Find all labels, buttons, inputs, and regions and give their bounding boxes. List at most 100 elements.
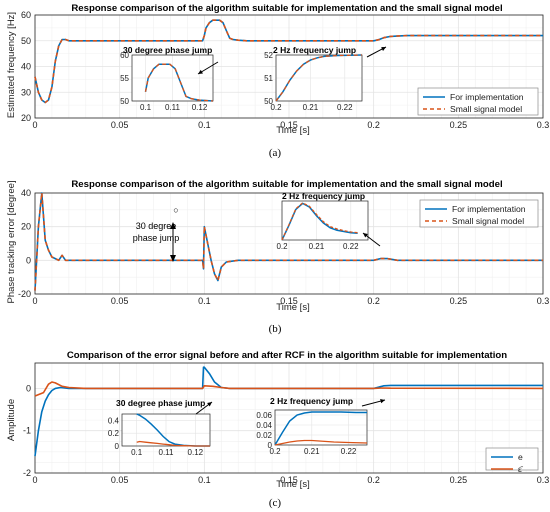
x-tick-label: 0.1 xyxy=(198,120,211,130)
x-tick-label: 0.2 xyxy=(367,120,380,130)
panel-b-ylabel: Phase tracking error [degree] xyxy=(6,180,17,303)
inset-y-tick-label: 55 xyxy=(120,74,129,83)
inset-x-tick-label: 0.11 xyxy=(165,103,181,112)
inset-x-tick-label: 0.2 xyxy=(269,447,281,456)
x-tick-label: 0.25 xyxy=(450,120,468,130)
panel-a-xlabel: Time [s] xyxy=(276,125,309,136)
panel-b-title: Response comparison of the algorithm sui… xyxy=(71,179,502,190)
annotation-frequency-jump: 2 Hz frequency jump xyxy=(273,45,356,55)
x-tick-label: 0.15 xyxy=(280,475,298,485)
caption-c: (c) xyxy=(269,497,282,509)
x-tick-label: 0 xyxy=(32,475,37,485)
inset-x-tick-label: 0.2 xyxy=(270,103,282,112)
inset-y-tick-label: 0 xyxy=(268,441,273,450)
inset-frame xyxy=(131,54,214,102)
double-arrow-bottom xyxy=(170,255,176,262)
x-tick-label: 0.25 xyxy=(450,475,468,485)
annotation-degree: 30 degree xyxy=(136,221,177,231)
inset-background xyxy=(282,201,368,240)
x-tick-label: 0.2 xyxy=(367,296,380,306)
inset-frame xyxy=(274,409,368,446)
y-tick-label: 50 xyxy=(21,36,31,46)
inset-series-blue xyxy=(274,411,367,446)
inset-y-tick-label: 51 xyxy=(264,74,273,83)
annotation-frequency-jump: 2 Hz frequency jump xyxy=(270,396,353,406)
annotation-phase-jump: 30 degree phase jump xyxy=(123,45,212,55)
x-tick-label: 0.15 xyxy=(280,120,298,130)
inset-frame xyxy=(121,413,211,447)
inset-series-orange xyxy=(136,440,210,447)
inset-x-tick-label: 0.1 xyxy=(140,103,152,112)
x-tick-label: 0 xyxy=(32,120,37,130)
legend-label-0: For implementation xyxy=(450,92,524,102)
inset-x-tick-label: 0.12 xyxy=(188,448,204,457)
caption-b: (b) xyxy=(269,323,282,335)
y-tick-label: 40 xyxy=(21,188,31,198)
y-tick-label: 20 xyxy=(21,222,31,232)
annotation-phase-jump: phase jump xyxy=(133,233,180,243)
x-tick-label: 0.3 xyxy=(537,296,550,306)
axes-frame xyxy=(34,362,544,474)
panel-c-title: Comparison of the error signal before an… xyxy=(67,350,507,361)
x-tick-label: 0.05 xyxy=(111,120,129,130)
arrow-frequency-jump-head xyxy=(363,233,368,238)
inset-y-tick-label: 0 xyxy=(115,442,120,451)
inset-y-tick-label: 50 xyxy=(120,97,129,106)
arrow-phase-jump-head xyxy=(207,402,212,407)
y-tick-label: 0 xyxy=(26,255,31,265)
arrow-frequency-jump-head xyxy=(380,399,385,404)
inset-y-tick-label: 60 xyxy=(120,51,129,60)
panel-a-title: Response comparison of the algorithm sui… xyxy=(71,3,502,14)
inset-x-tick-label: 0.22 xyxy=(337,103,353,112)
y-tick-label: 0 xyxy=(26,383,31,393)
inset-background xyxy=(275,410,367,445)
inset-y-tick-label: 0.2 xyxy=(108,429,120,438)
x-tick-label: 0.25 xyxy=(450,296,468,306)
inset-y-tick-label: 0.04 xyxy=(256,421,272,430)
inset-y-tick-label: 0.4 xyxy=(108,416,120,425)
y-tick-label: -20 xyxy=(18,289,31,299)
y-tick-label: 60 xyxy=(21,10,31,20)
annotation-marker: ○ xyxy=(173,205,178,215)
inset-series-orange xyxy=(281,202,358,241)
x-tick-label: 0.05 xyxy=(111,475,129,485)
legend-a xyxy=(417,87,539,116)
x-tick-label: 0.1 xyxy=(198,296,211,306)
inset-x-tick-label: 0.11 xyxy=(159,448,175,457)
inset-x-tick-label: 0.22 xyxy=(341,447,357,456)
axes-frame xyxy=(34,192,544,295)
x-tick-label: 0 xyxy=(32,296,37,306)
panel-c-ylabel: Amplitude xyxy=(6,399,17,441)
axes-frame xyxy=(34,14,544,119)
panel-c: Comparison of the error signal before an… xyxy=(6,350,549,509)
x-tick-label: 0.3 xyxy=(537,120,550,130)
panel-c-plot: 0 0.05 0.1 0.15 0.2 0.25 0.3-2-100.1 0.11 0.1200… xyxy=(23,362,550,485)
inset-x-tick-label: 0.2 xyxy=(276,242,288,251)
legend-label-1: ε̄ xyxy=(518,464,524,474)
y-tick-label: 40 xyxy=(21,62,31,72)
inset-x-tick-label: 0.21 xyxy=(304,447,320,456)
y-tick-label: -2 xyxy=(23,468,31,478)
x-tick-label: 0.15 xyxy=(280,296,298,306)
x-tick-label: 0.05 xyxy=(111,296,129,306)
x-tick-label: 0.1 xyxy=(198,475,211,485)
legend-label-0: e xyxy=(518,452,523,462)
panel-b-xlabel: Time [s] xyxy=(276,302,309,313)
inset-x-tick-label: 0.22 xyxy=(343,242,359,251)
inset-x-tick-label: 0.1 xyxy=(131,448,143,457)
inset-y-tick-label: 0.06 xyxy=(256,411,272,420)
caption-a: (a) xyxy=(269,147,282,159)
series-line-1 xyxy=(34,19,543,104)
y-tick-label: 20 xyxy=(21,113,31,123)
legend-c xyxy=(485,447,539,471)
x-tick-label: 0.2 xyxy=(367,475,380,485)
panel-a: Response comparison of the algorithm sui… xyxy=(6,3,549,159)
x-tick-label: 0.3 xyxy=(537,475,550,485)
arrow-frequency-jump-head xyxy=(381,47,386,52)
legend-b xyxy=(419,199,539,228)
series-line-1 xyxy=(34,192,543,291)
y-tick-label: -1 xyxy=(23,426,31,436)
panel-a-ylabel: Estimated frequency [Hz] xyxy=(6,12,17,118)
inset-series-orange xyxy=(144,63,214,102)
